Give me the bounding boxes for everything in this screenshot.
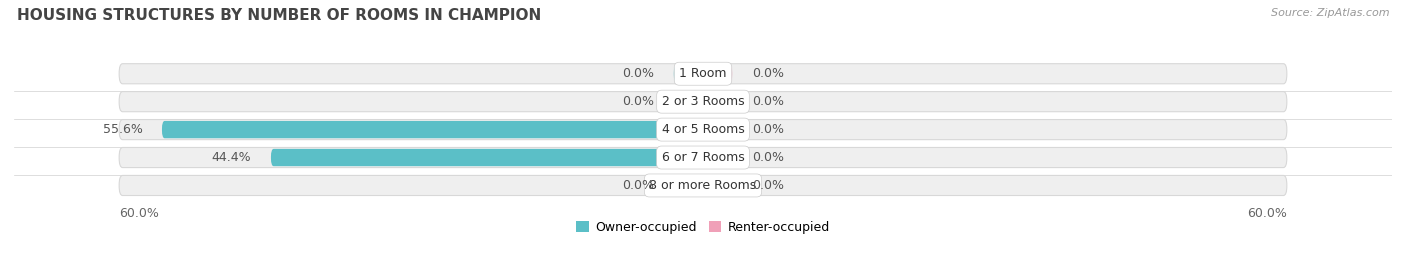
Legend: Owner-occupied, Renter-occupied: Owner-occupied, Renter-occupied bbox=[576, 221, 830, 234]
FancyBboxPatch shape bbox=[120, 64, 1286, 84]
FancyBboxPatch shape bbox=[673, 93, 703, 110]
Text: 4 or 5 Rooms: 4 or 5 Rooms bbox=[662, 123, 744, 136]
Text: 0.0%: 0.0% bbox=[752, 67, 783, 80]
Text: 0.0%: 0.0% bbox=[752, 179, 783, 192]
FancyBboxPatch shape bbox=[120, 120, 1286, 140]
FancyBboxPatch shape bbox=[703, 93, 733, 110]
Text: 0.0%: 0.0% bbox=[752, 123, 783, 136]
Text: HOUSING STRUCTURES BY NUMBER OF ROOMS IN CHAMPION: HOUSING STRUCTURES BY NUMBER OF ROOMS IN… bbox=[17, 8, 541, 23]
FancyBboxPatch shape bbox=[703, 121, 733, 138]
FancyBboxPatch shape bbox=[673, 177, 703, 194]
Text: 60.0%: 60.0% bbox=[120, 207, 159, 220]
Text: 8 or more Rooms: 8 or more Rooms bbox=[650, 179, 756, 192]
Text: 60.0%: 60.0% bbox=[1247, 207, 1286, 220]
Text: 0.0%: 0.0% bbox=[752, 151, 783, 164]
Text: 1 Room: 1 Room bbox=[679, 67, 727, 80]
Text: 6 or 7 Rooms: 6 or 7 Rooms bbox=[662, 151, 744, 164]
FancyBboxPatch shape bbox=[271, 149, 703, 166]
FancyBboxPatch shape bbox=[703, 149, 733, 166]
Text: 0.0%: 0.0% bbox=[623, 67, 654, 80]
FancyBboxPatch shape bbox=[703, 177, 733, 194]
FancyBboxPatch shape bbox=[162, 121, 703, 138]
FancyBboxPatch shape bbox=[120, 176, 1286, 195]
FancyBboxPatch shape bbox=[120, 92, 1286, 112]
Text: 0.0%: 0.0% bbox=[623, 179, 654, 192]
Text: 0.0%: 0.0% bbox=[623, 95, 654, 108]
Text: Source: ZipAtlas.com: Source: ZipAtlas.com bbox=[1271, 8, 1389, 18]
Text: 44.4%: 44.4% bbox=[212, 151, 252, 164]
FancyBboxPatch shape bbox=[120, 147, 1286, 168]
FancyBboxPatch shape bbox=[673, 65, 703, 82]
Text: 0.0%: 0.0% bbox=[752, 95, 783, 108]
Text: 55.6%: 55.6% bbox=[103, 123, 142, 136]
Text: 2 or 3 Rooms: 2 or 3 Rooms bbox=[662, 95, 744, 108]
FancyBboxPatch shape bbox=[703, 65, 733, 82]
